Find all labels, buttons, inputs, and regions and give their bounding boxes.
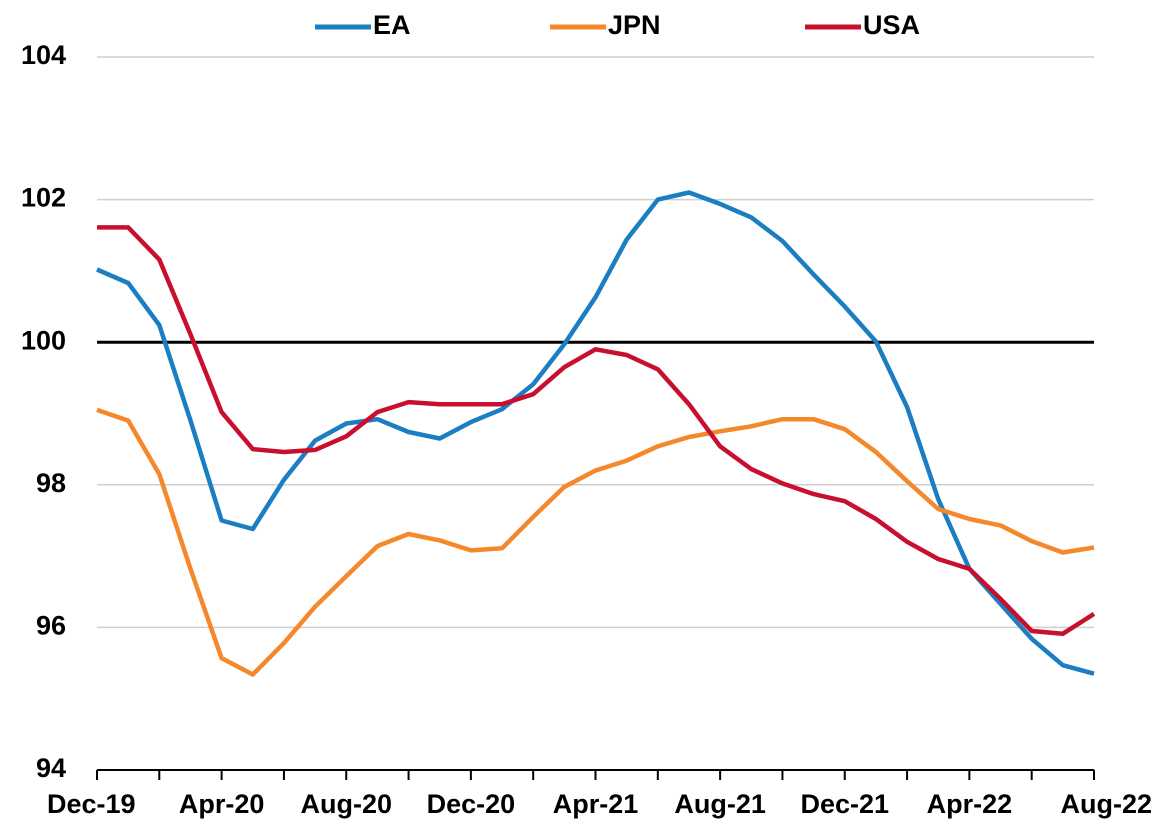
y-tick-label: 100 [21,325,66,355]
y-tick-label: 104 [21,40,66,70]
x-tick-label: Aug-22 [1060,789,1152,819]
y-tick-label: 96 [36,611,66,641]
legend-label: EA [373,10,411,40]
x-tick-label: Apr-22 [927,789,1013,819]
x-tick-label: Aug-21 [674,789,766,819]
y-tick-label: 98 [36,468,66,498]
x-tick-label: Dec-20 [427,789,516,819]
x-tick-label: Apr-20 [179,789,265,819]
series-line [96,407,1095,677]
legend-label: USA [863,10,920,40]
x-tick-label: Dec-19 [47,789,136,819]
series-line [97,225,1096,637]
x-tick-label: Aug-20 [300,789,392,819]
series-line [96,190,1095,676]
x-tick-label: Dec-21 [800,789,889,819]
legend-label: JPN [608,10,661,40]
y-tick-label: 94 [36,753,66,783]
x-tick-label: Apr-21 [553,789,639,819]
y-tick-label: 102 [21,183,66,213]
